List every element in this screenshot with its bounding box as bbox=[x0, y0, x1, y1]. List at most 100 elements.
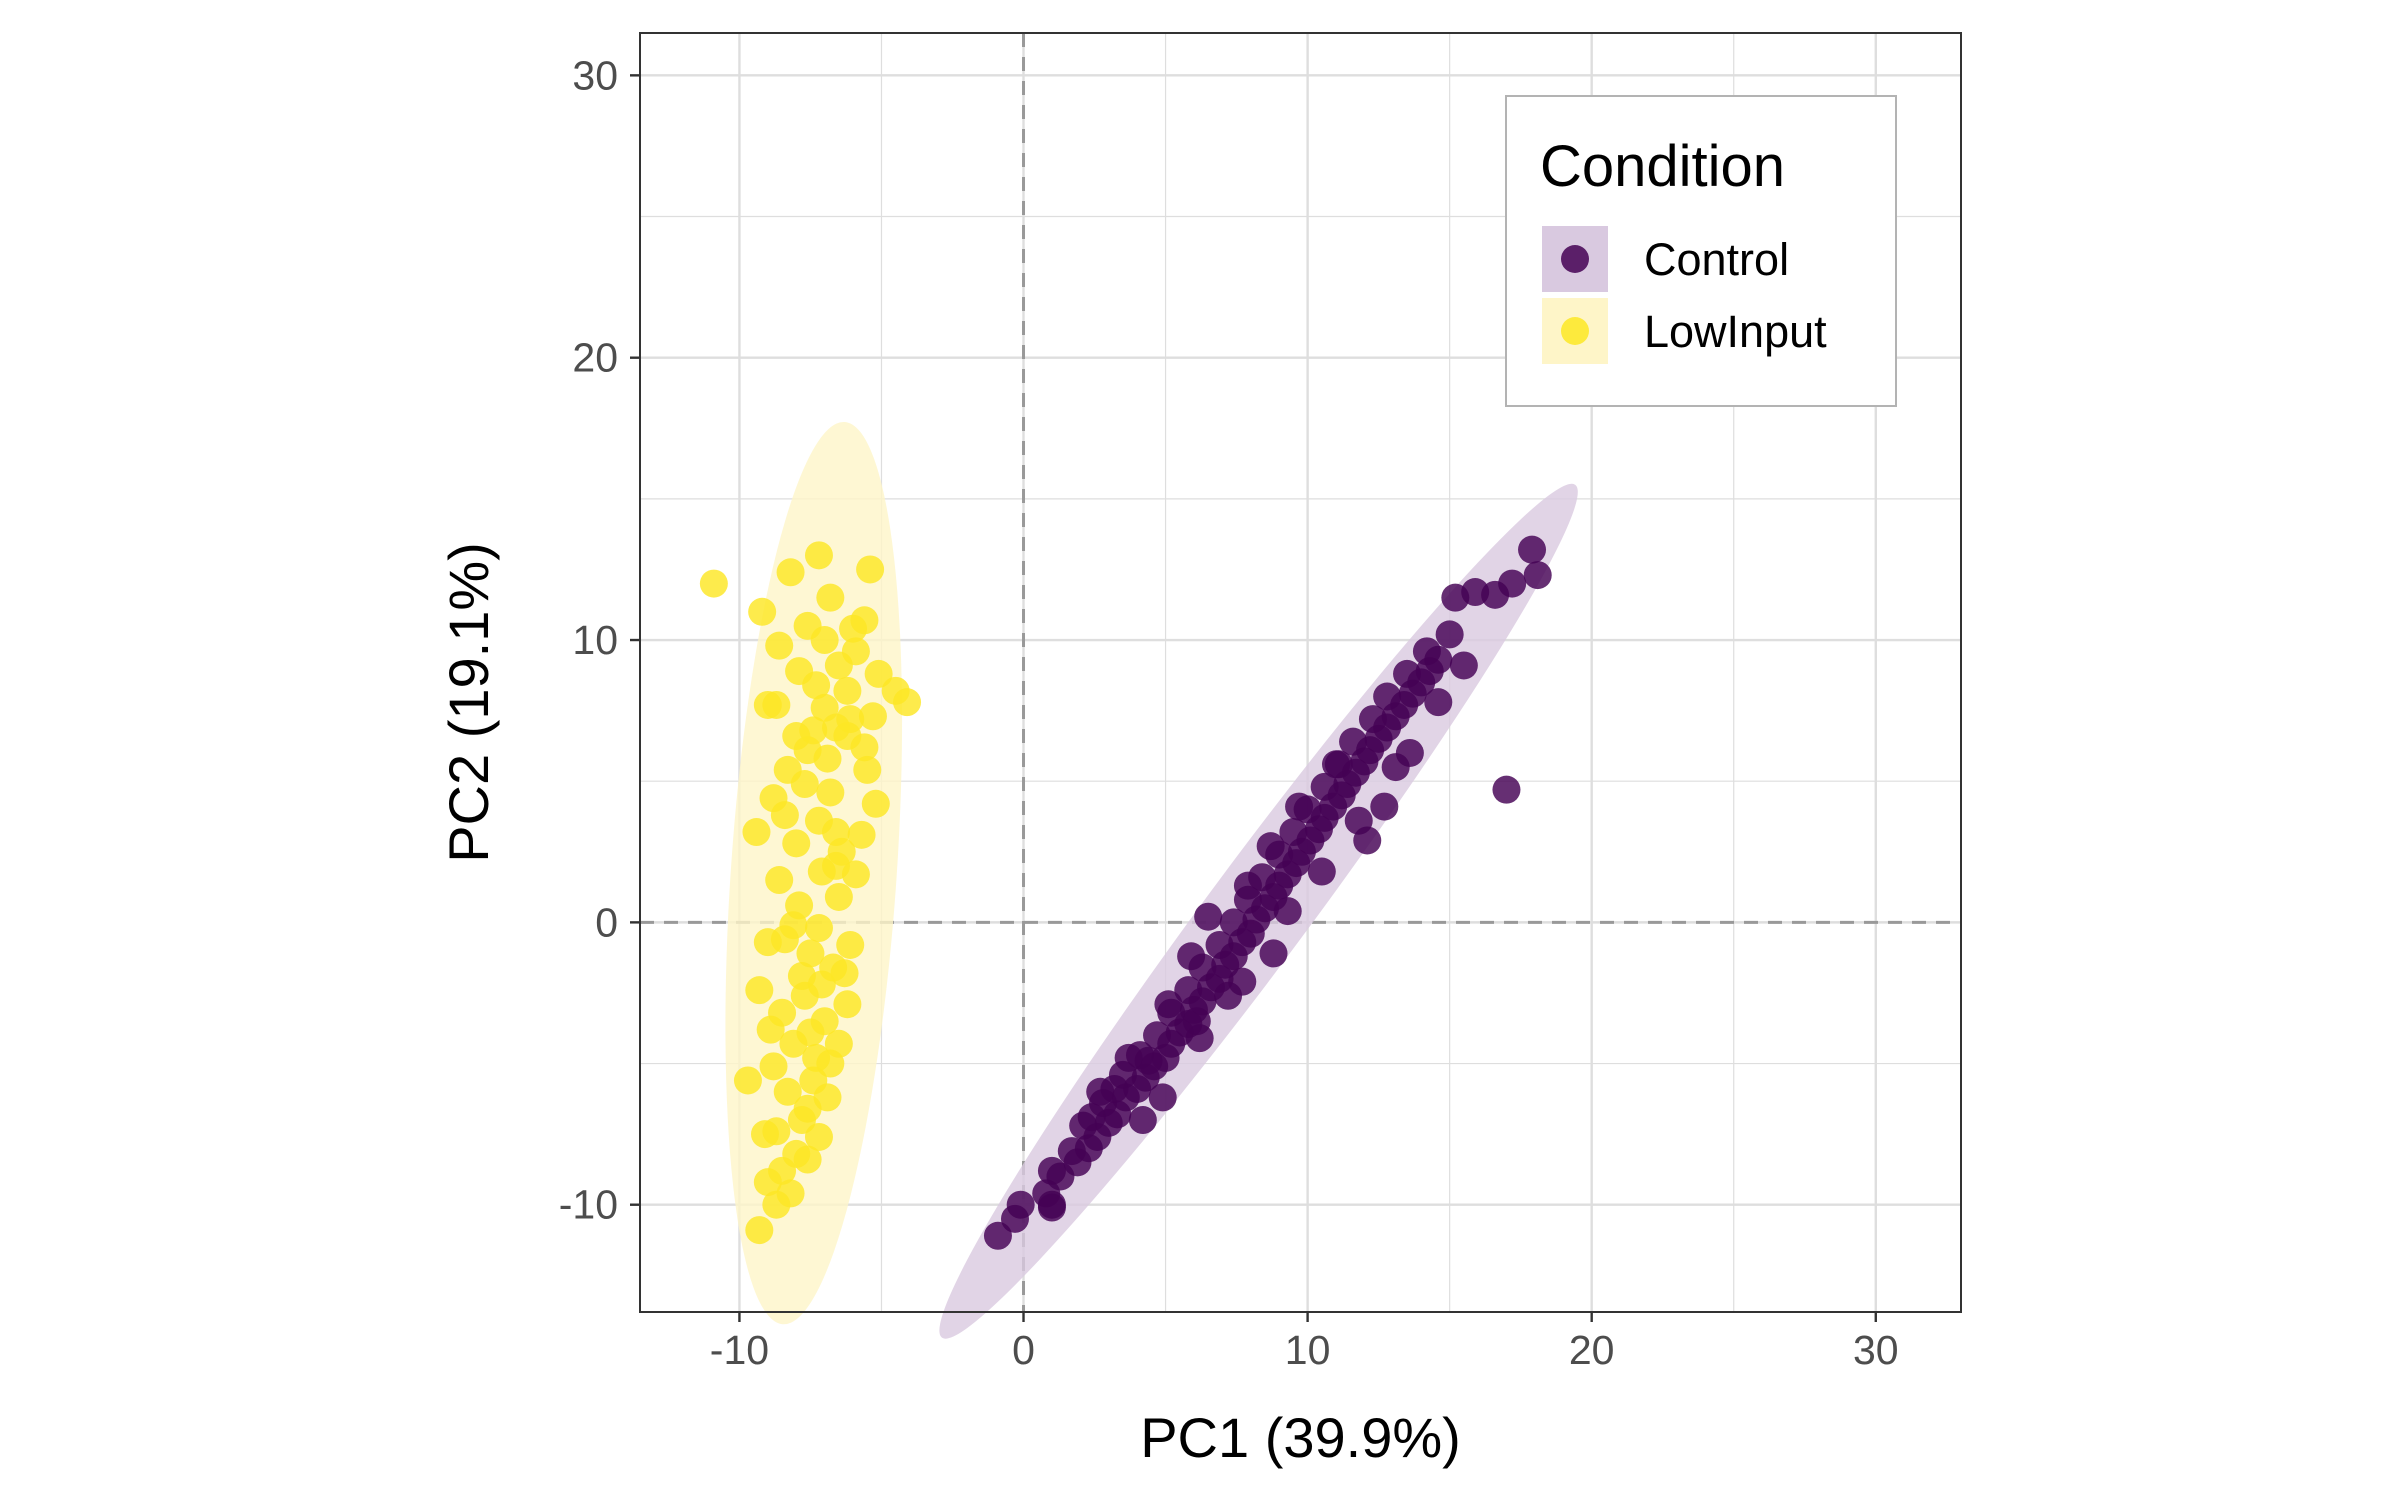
data-point-control bbox=[1233, 871, 1262, 900]
data-point-control bbox=[1393, 659, 1422, 688]
data-point-control bbox=[1177, 942, 1206, 971]
data-point-lowinput bbox=[804, 914, 833, 943]
x-tick-label: 20 bbox=[1569, 1327, 1615, 1373]
data-point-lowinput bbox=[856, 555, 885, 584]
data-point-control bbox=[983, 1221, 1012, 1250]
data-point-control bbox=[1285, 792, 1314, 821]
data-point-lowinput bbox=[787, 1106, 816, 1135]
data-point-lowinput bbox=[802, 671, 831, 700]
data-point-lowinput bbox=[765, 866, 794, 895]
legend-label-control: Control bbox=[1644, 234, 1789, 285]
data-point-control bbox=[1037, 1156, 1066, 1185]
data-point-control bbox=[1435, 620, 1464, 649]
data-point-lowinput bbox=[836, 930, 865, 959]
data-point-lowinput bbox=[776, 1179, 805, 1208]
data-point-control bbox=[1370, 792, 1399, 821]
data-point-lowinput bbox=[810, 626, 839, 655]
data-point-lowinput bbox=[833, 990, 862, 1019]
data-point-control bbox=[1498, 569, 1527, 598]
data-point-lowinput bbox=[804, 1122, 833, 1151]
data-point-lowinput bbox=[850, 606, 879, 635]
data-point-lowinput bbox=[864, 659, 893, 688]
data-point-lowinput bbox=[816, 583, 845, 612]
data-point-lowinput bbox=[770, 801, 799, 830]
legend: Condition Control LowInput bbox=[1505, 95, 1897, 407]
series-lowinput bbox=[699, 541, 922, 1245]
data-point-lowinput bbox=[790, 770, 819, 799]
data-point-control bbox=[1057, 1137, 1086, 1166]
data-point-lowinput bbox=[804, 541, 833, 570]
data-point-control bbox=[1077, 1103, 1106, 1132]
y-tick-label: 20 bbox=[572, 335, 618, 381]
data-point-control bbox=[1353, 826, 1382, 855]
x-tick-label: 10 bbox=[1285, 1327, 1331, 1373]
data-point-lowinput bbox=[813, 744, 842, 773]
data-point-lowinput bbox=[759, 1052, 788, 1081]
data-point-control bbox=[1182, 1007, 1211, 1036]
y-axis-title: PC2 (19.1%) bbox=[437, 542, 500, 863]
data-point-control bbox=[1523, 561, 1552, 590]
data-point-control bbox=[1148, 1083, 1177, 1112]
data-point-lowinput bbox=[745, 1216, 774, 1245]
data-point-lowinput bbox=[850, 733, 879, 762]
data-point-control bbox=[1279, 818, 1308, 847]
data-point-lowinput bbox=[841, 637, 870, 666]
data-point-control bbox=[1154, 990, 1183, 1019]
x-axis-title: PC1 (39.9%) bbox=[1140, 1406, 1461, 1469]
data-point-lowinput bbox=[861, 789, 890, 818]
data-point-control bbox=[1373, 682, 1402, 711]
data-point-control bbox=[1518, 535, 1547, 564]
data-point-lowinput bbox=[822, 851, 851, 880]
legend-label-lowinput: LowInput bbox=[1644, 306, 1827, 357]
data-point-lowinput bbox=[699, 569, 728, 598]
data-point-lowinput bbox=[816, 1049, 845, 1078]
data-point-control bbox=[1194, 902, 1223, 931]
y-tick-label: 30 bbox=[572, 52, 618, 98]
data-point-lowinput bbox=[776, 558, 805, 587]
data-point-control bbox=[1256, 832, 1285, 861]
data-point-control bbox=[1412, 637, 1441, 666]
series-control bbox=[983, 535, 1552, 1250]
data-point-control bbox=[1339, 727, 1368, 756]
data-point-lowinput bbox=[830, 959, 859, 988]
legend-marker-lowinput bbox=[1561, 317, 1589, 345]
data-point-control bbox=[1424, 688, 1453, 717]
data-point-control bbox=[1143, 1021, 1172, 1050]
data-point-lowinput bbox=[824, 882, 853, 911]
data-point-control bbox=[1006, 1190, 1035, 1219]
x-tick-label: 0 bbox=[1012, 1327, 1035, 1373]
data-point-control bbox=[1086, 1077, 1115, 1106]
data-point-lowinput bbox=[853, 755, 882, 784]
point-layer bbox=[699, 535, 1552, 1250]
data-point-lowinput bbox=[745, 976, 774, 1005]
data-point-control bbox=[1395, 738, 1424, 767]
data-point-lowinput bbox=[816, 778, 845, 807]
legend-marker-control bbox=[1561, 245, 1589, 273]
data-point-control bbox=[1273, 897, 1302, 926]
data-point-lowinput bbox=[847, 820, 876, 849]
data-point-lowinput bbox=[833, 676, 862, 705]
panel-border bbox=[639, 32, 1962, 1313]
data-point-control bbox=[1114, 1043, 1143, 1072]
legend-items: Control LowInput bbox=[1542, 226, 1827, 364]
data-point-control bbox=[1037, 1190, 1066, 1219]
data-point-lowinput bbox=[753, 928, 782, 957]
data-point-lowinput bbox=[733, 1066, 762, 1095]
data-point-control bbox=[1174, 976, 1203, 1005]
data-point-lowinput bbox=[858, 702, 887, 731]
data-point-lowinput bbox=[779, 911, 808, 940]
data-point-control bbox=[1219, 908, 1248, 937]
data-point-control bbox=[1307, 857, 1336, 886]
data-point-control bbox=[1358, 705, 1387, 734]
y-tick-label: -10 bbox=[559, 1182, 618, 1228]
data-point-lowinput bbox=[753, 1168, 782, 1197]
data-point-lowinput bbox=[748, 597, 777, 626]
y-tick-label: 0 bbox=[595, 899, 618, 945]
data-point-control bbox=[1228, 967, 1257, 996]
data-point-lowinput bbox=[793, 1145, 822, 1174]
data-point-lowinput bbox=[762, 690, 791, 719]
data-point-lowinput bbox=[796, 1018, 825, 1047]
tick-layer: -10 0 10 20 30 -10 0 10 20 30 bbox=[559, 52, 1899, 1373]
data-point-lowinput bbox=[782, 722, 811, 751]
